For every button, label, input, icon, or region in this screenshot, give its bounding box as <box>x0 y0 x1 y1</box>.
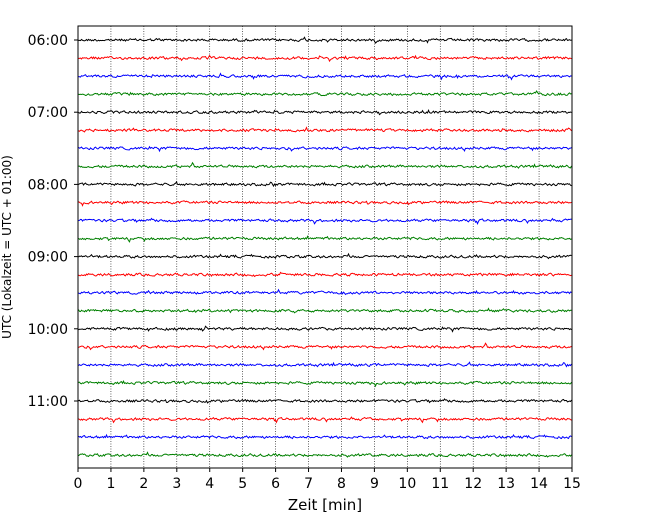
x-tick-label: 3 <box>172 476 181 492</box>
y-axis-label: UTC (Lokalzeit = UTC + 01:00) <box>0 155 14 339</box>
trace-1015 <box>78 342 572 351</box>
x-tick-label: 14 <box>530 476 548 492</box>
trace-0815 <box>78 200 572 207</box>
vertical-gridlines <box>110 26 540 468</box>
x-tick-label: 2 <box>139 476 148 492</box>
trace-0900 <box>78 252 572 260</box>
trace-0945 <box>78 307 572 314</box>
x-axis-ticks: 0 1 2 3 4 5 6 7 8 9 10 11 12 13 14 15 <box>74 468 581 492</box>
x-tick-label: 7 <box>304 476 313 492</box>
trace-0845 <box>78 235 572 243</box>
x-tick-label: 4 <box>205 476 214 492</box>
x-tick-label: 0 <box>74 476 83 492</box>
x-tick-label: 6 <box>271 476 280 492</box>
y-tick-label: 11:00 <box>28 394 68 410</box>
x-tick-label: 12 <box>464 476 482 492</box>
x-tick-label: 15 <box>563 476 581 492</box>
trace-1145 <box>78 451 572 458</box>
x-tick-label: 13 <box>497 476 515 492</box>
x-tick-label: 9 <box>370 476 379 492</box>
y-tick-label: 07:00 <box>28 105 68 121</box>
trace-0645 <box>78 90 572 97</box>
trace-0715 <box>78 126 572 133</box>
y-tick-label: 08:00 <box>28 177 68 193</box>
trace-0730 <box>78 145 572 153</box>
x-tick-label: 1 <box>106 476 115 492</box>
trace-0615 <box>78 54 572 63</box>
trace-1130 <box>78 433 572 440</box>
trace-1045 <box>78 379 572 388</box>
x-tick-label: 11 <box>431 476 449 492</box>
y-tick-label: 10:00 <box>28 322 68 338</box>
trace-0745 <box>78 161 572 169</box>
trace-0915 <box>78 271 572 278</box>
trace-1100 <box>78 398 572 404</box>
trace-1115 <box>78 416 572 424</box>
trace-0800 <box>78 180 572 188</box>
trace-0700 <box>78 108 572 116</box>
y-tick-label: 06:00 <box>28 33 68 49</box>
seismic-traces <box>78 36 572 458</box>
plot-frame <box>77 25 573 469</box>
trace-0600 <box>78 36 572 44</box>
y-axis-ticks: 06:00 07:00 08:00 09:00 10:00 11:00 <box>28 33 78 410</box>
x-axis-label: Zeit [min] <box>288 496 362 514</box>
trace-1000 <box>78 325 572 333</box>
y-tick-label: 09:00 <box>28 250 68 266</box>
trace-0830 <box>78 217 572 226</box>
trace-0930 <box>78 288 572 296</box>
x-tick-label: 8 <box>337 476 346 492</box>
trace-0630 <box>78 72 572 81</box>
x-tick-label: 10 <box>398 476 416 492</box>
trace-1030 <box>78 361 572 368</box>
x-tick-label: 5 <box>238 476 247 492</box>
